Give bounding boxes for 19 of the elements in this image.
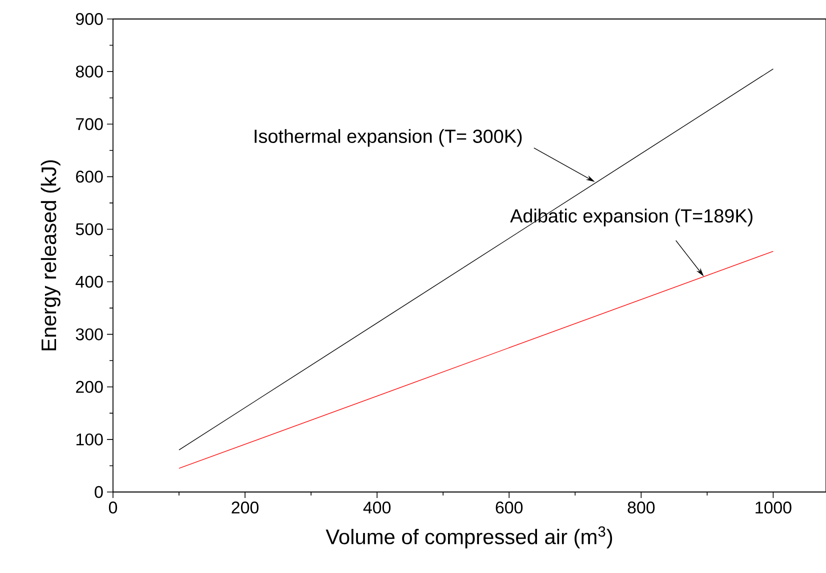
x-axis-title: Volume of compressed air (m$^{3}$) (326, 526, 612, 548)
y-tick-label: 700 (76, 118, 103, 130)
x-tick-label: 400 (363, 502, 391, 514)
y-tick-label: 0 (94, 486, 103, 498)
y-tick-label: 100 (76, 433, 103, 446)
y-axis-title: Energy released (kJ) (40, 160, 60, 350)
x-tick-label: 600 (496, 502, 523, 514)
x-tick-label: 200 (232, 502, 259, 514)
y-tick-label: 600 (76, 170, 103, 183)
y-tick-label: 300 (76, 328, 103, 340)
y-tick-label: 900 (76, 13, 103, 26)
annotation: Isothermal expansion (T= 300K) (254, 129, 522, 147)
y-tick-label: 500 (76, 223, 103, 236)
y-tick-label: 400 (76, 276, 103, 288)
x-tick-label: 800 (628, 502, 655, 514)
x-tick-label: 1000 (756, 502, 792, 514)
y-tick-label: 800 (76, 66, 103, 78)
x-tick-label: 0 (108, 502, 118, 514)
y-tick-label: 200 (76, 380, 103, 393)
